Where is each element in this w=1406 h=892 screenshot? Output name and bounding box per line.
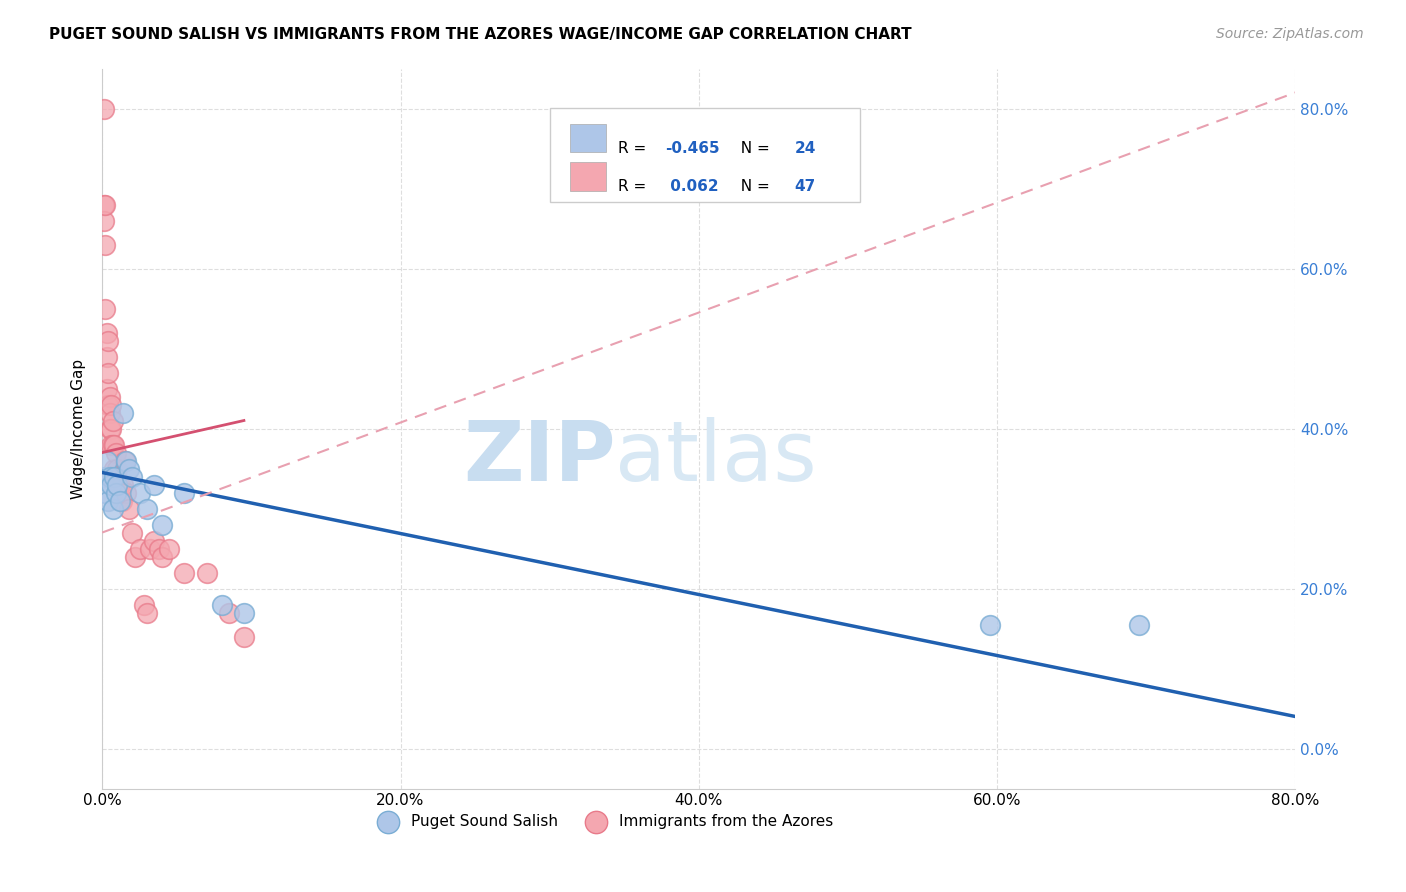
Point [105, 477, 128, 491]
Point [136, 501, 159, 516]
Y-axis label: Wage/Income Gap: Wage/Income Gap [72, 359, 86, 499]
Point [128, 541, 150, 556]
Point [112, 405, 135, 419]
Point [136, 606, 159, 620]
Point [150, 517, 173, 532]
Point [173, 566, 195, 580]
Point [1128, 617, 1150, 632]
Bar [569, 123, 606, 153]
Point [96, 350, 118, 364]
Point [232, 630, 254, 644]
Point [103, 437, 125, 451]
Point [94, 485, 117, 500]
Point [232, 606, 254, 620]
Point [110, 493, 132, 508]
Point [93, 213, 115, 227]
Point [103, 461, 125, 475]
Legend: Puget Sound Salish, Immigrants from the Azores: Puget Sound Salish, Immigrants from the … [367, 807, 839, 835]
Text: PUGET SOUND SALISH VS IMMIGRANTS FROM THE AZORES WAGE/INCOME GAP CORRELATION CHA: PUGET SOUND SALISH VS IMMIGRANTS FROM TH… [49, 27, 912, 42]
Point [148, 541, 170, 556]
Text: N =: N = [731, 141, 775, 156]
Point [979, 617, 1001, 632]
Point [112, 477, 135, 491]
Point [94, 237, 117, 252]
Point [97, 493, 120, 508]
Point [195, 566, 218, 580]
Text: 47: 47 [794, 179, 815, 194]
Point [101, 501, 124, 516]
Point [98, 421, 121, 435]
Point [93, 197, 115, 211]
Point [118, 461, 141, 475]
Point [108, 493, 131, 508]
Point [143, 533, 166, 548]
Point [100, 477, 122, 491]
Text: R =: R = [617, 141, 651, 156]
Text: R =: R = [617, 179, 651, 194]
Point [101, 437, 124, 451]
Point [173, 485, 195, 500]
Point [124, 549, 146, 564]
Point [96, 382, 118, 396]
Point [97, 366, 120, 380]
Point [143, 477, 166, 491]
Point [118, 501, 141, 516]
Point [132, 598, 155, 612]
Bar [569, 162, 606, 191]
Point [107, 477, 129, 491]
Point [96, 453, 118, 467]
Point [93, 469, 115, 483]
Point [104, 485, 127, 500]
Text: -0.465: -0.465 [665, 141, 720, 156]
Point [121, 469, 143, 483]
Point [103, 469, 125, 483]
Point [100, 421, 122, 435]
Point [105, 477, 128, 491]
Point [96, 326, 118, 340]
Point [93, 102, 115, 116]
Point [98, 405, 121, 419]
Text: ZIP: ZIP [463, 417, 616, 498]
Text: 0.062: 0.062 [665, 179, 718, 194]
Point [94, 197, 117, 211]
Point [128, 485, 150, 500]
Point [150, 549, 173, 564]
Point [98, 390, 121, 404]
Point [108, 477, 131, 491]
Point [98, 469, 121, 483]
Point [97, 334, 120, 348]
Text: atlas: atlas [616, 417, 817, 498]
Point [115, 485, 138, 500]
Point [115, 453, 138, 467]
Point [211, 598, 233, 612]
Point [100, 437, 122, 451]
Text: Source: ZipAtlas.com: Source: ZipAtlas.com [1216, 27, 1364, 41]
Point [104, 469, 127, 483]
Point [218, 606, 240, 620]
Text: N =: N = [731, 179, 775, 194]
Point [139, 541, 162, 556]
Point [157, 541, 180, 556]
Point [104, 445, 127, 459]
Point [121, 525, 143, 540]
Point [94, 301, 117, 316]
Point [101, 413, 124, 427]
Point [105, 461, 128, 475]
Text: 24: 24 [794, 141, 815, 156]
FancyBboxPatch shape [550, 108, 860, 202]
Point [100, 398, 122, 412]
Point [97, 398, 120, 412]
Point [114, 453, 136, 467]
